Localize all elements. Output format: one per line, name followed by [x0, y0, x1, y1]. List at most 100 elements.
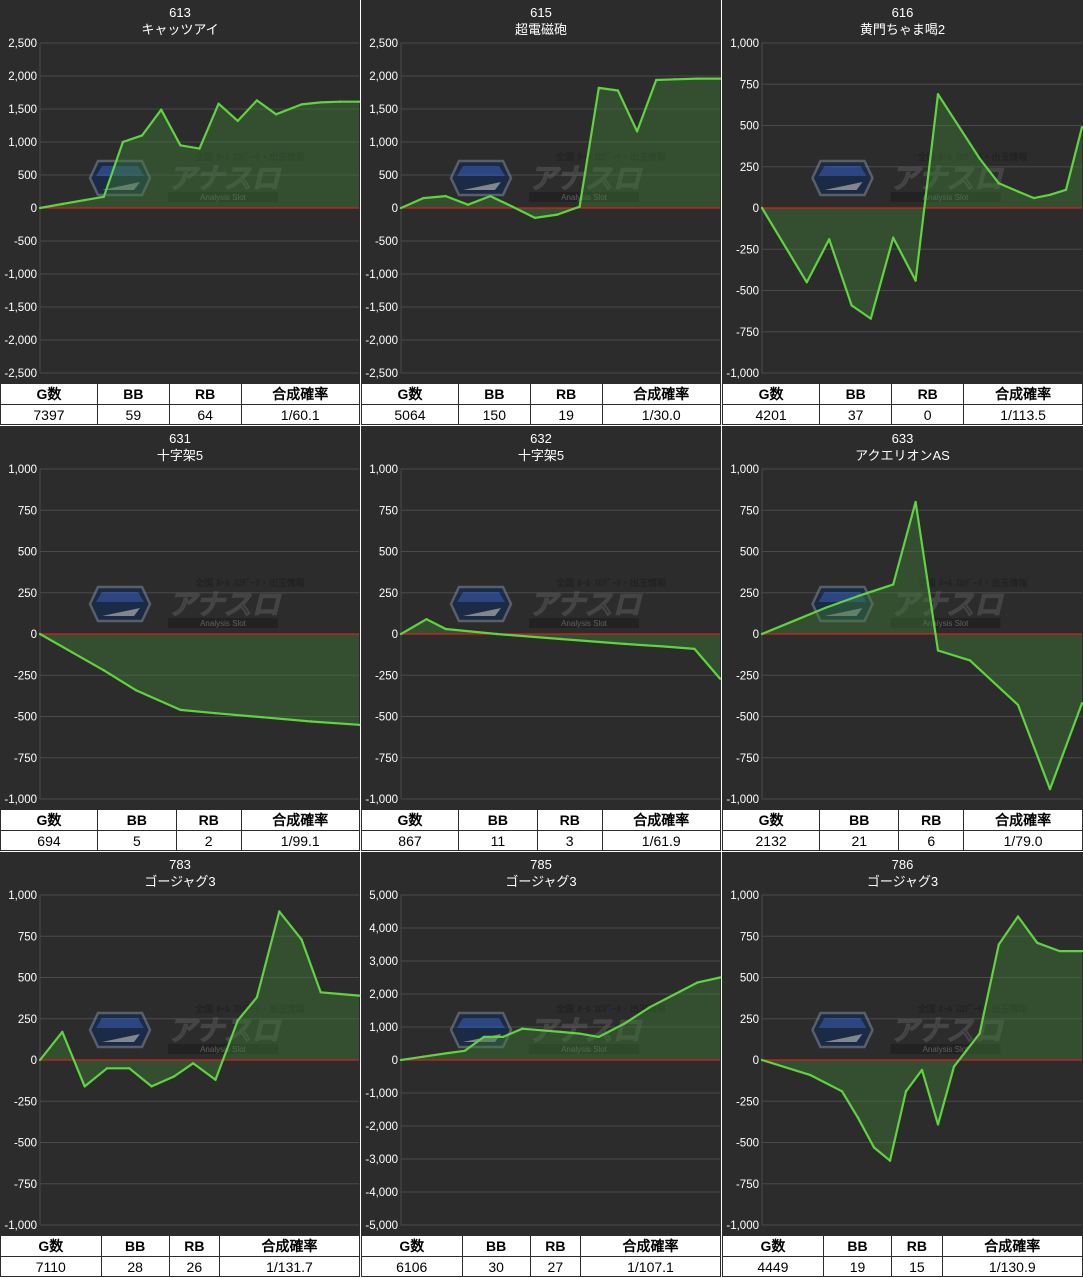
header-g: G数 — [361, 383, 459, 405]
header-bb: BB — [100, 1235, 170, 1257]
data-point — [338, 992, 342, 996]
chart-panel-632: 632 十字架5 1,000 750 500 250 0 -250 -500 -750 -1,000… — [361, 426, 721, 851]
chart-panel-633: 633 アクエリオンAS 1,000 750 500 250 0 -250 -500 -750 -1… — [722, 426, 1083, 851]
data-point — [482, 1035, 486, 1039]
y-tick-label: 750 — [740, 79, 759, 91]
stat-rb: 2 — [175, 830, 242, 851]
y-tick-label: -250 — [375, 670, 398, 682]
watermark-subtitle: Analysis Slot — [561, 619, 608, 628]
y-tick-label: -250 — [736, 670, 759, 682]
chart-panel-785: 785 ゴージャグ3 5,000 4,000 3,000 2,000 1,000 0 -1,00… — [361, 852, 721, 1277]
plot-area: 5,000 4,000 3,000 2,000 1,000 0 -1,000 -2,000 -3… — [365, 890, 721, 1232]
data-point — [559, 1030, 562, 1034]
data-point — [936, 93, 940, 96]
stat-rate: 1/60.1 — [240, 404, 360, 425]
data-point — [718, 976, 721, 979]
stat-rate: 1/30.0 — [601, 404, 721, 425]
data-point — [623, 1022, 626, 1025]
series-line — [400, 77, 720, 219]
y-tick-label: -500 — [14, 1138, 37, 1150]
watermark-hexagon-top — [818, 1018, 867, 1028]
stat-g: 694 — [0, 830, 98, 851]
data-point — [597, 1035, 600, 1039]
data-point — [760, 206, 764, 210]
header-bb: BB — [457, 383, 531, 405]
header-g: G数 — [722, 383, 821, 405]
watermark-tagline: 全国 ﾎｰﾙ ｽﾛﾃﾞｰﾀ・出玉情報 — [194, 577, 306, 589]
y-tick-label: -3,000 — [365, 1154, 398, 1166]
y-tick-label: 250 — [18, 1014, 37, 1026]
machine-number: 632 — [530, 431, 552, 446]
data-point — [495, 632, 498, 636]
data-point — [674, 78, 677, 81]
watermark-title: アナスロ — [529, 588, 642, 621]
y-tick-label: 5,000 — [369, 890, 398, 902]
header-g: G数 — [0, 1235, 102, 1257]
data-point — [997, 182, 1000, 185]
y-tick-label: 2,000 — [369, 71, 398, 83]
watermark-subtitle-band — [168, 618, 278, 628]
y-tick-label: 0 — [392, 629, 398, 641]
data-point — [489, 194, 492, 198]
data-point — [805, 281, 808, 284]
data-point — [920, 1068, 924, 1072]
y-tick-label: 1,500 — [369, 104, 398, 116]
y-tick-label: 1,000 — [730, 38, 759, 50]
y-tick-label: 500 — [18, 547, 37, 559]
stat-g: 7397 — [0, 404, 98, 425]
series-area — [401, 78, 720, 218]
header-bb: BB — [461, 1235, 531, 1257]
y-tick-label: -2,000 — [365, 1121, 398, 1133]
watermark-subtitle: Analysis Slot — [200, 193, 247, 202]
data-point — [300, 103, 303, 106]
watermark-subtitle-band — [890, 1044, 1001, 1054]
machine-name: 十字架5 — [517, 448, 565, 463]
y-tick-label: -1,000 — [726, 1220, 759, 1232]
watermark-subtitle: Analysis Slot — [923, 619, 970, 628]
watermark-hexagon-bottom — [463, 608, 501, 616]
data-point — [824, 606, 828, 609]
data-point — [952, 1065, 956, 1068]
machine-name: 十字架5 — [156, 448, 204, 463]
y-tick-label: 250 — [740, 1014, 759, 1026]
stat-rate: 1/99.1 — [240, 830, 360, 851]
y-tick-label: -750 — [14, 753, 37, 765]
y-tick-label: -1,000 — [726, 794, 759, 806]
y-tick-label: -500 — [14, 712, 37, 724]
header-bb: BB — [457, 809, 538, 831]
data-point — [968, 659, 972, 662]
watermark-subtitle: Analysis Slot — [923, 193, 970, 202]
y-tick-label: 2,500 — [369, 38, 398, 50]
stats-table: G数 BB RB 合成確率 694 5 2 1/99.1 — [0, 809, 360, 851]
stat-rb: 19 — [529, 404, 603, 425]
stat-rb: 64 — [168, 404, 242, 425]
header-bb: BB — [819, 383, 893, 405]
data-point — [792, 619, 796, 622]
data-point — [540, 1029, 543, 1032]
plot-area: 2,500 2,000 1,500 1,000 500 0 -500 -1,000 -1,500… — [4, 38, 360, 380]
watermark-subtitle: Analysis Slot — [561, 193, 608, 202]
watermark-hexagon-top — [457, 1018, 505, 1028]
watermark-hexagon-top — [457, 166, 505, 176]
data-point — [399, 632, 403, 636]
header-bb: BB — [822, 1235, 893, 1257]
y-tick-label: 0 — [392, 1055, 398, 1067]
data-point — [840, 1090, 844, 1093]
watermark-tagline: 全国 ﾎｰﾙ ｽﾛﾃﾞｰﾀ・出玉情報 — [555, 577, 667, 589]
chart-panel-615: 615 超電磁砲 2,500 2,000 1,500 1,000 500 0 -500 -1,00… — [361, 0, 721, 425]
y-tick-label: -5,000 — [365, 1220, 398, 1232]
data-point — [179, 708, 182, 712]
stat-g: 4449 — [722, 1256, 824, 1277]
data-point — [533, 216, 537, 220]
data-point — [463, 1049, 466, 1052]
stat-rb: 15 — [891, 1256, 943, 1277]
y-tick-label: 2,000 — [369, 989, 398, 1001]
data-point — [399, 1058, 403, 1062]
y-tick-label: 1,000 — [8, 890, 37, 902]
data-point — [61, 1030, 64, 1034]
data-point — [872, 1146, 876, 1149]
y-tick-label: 1,000 — [8, 137, 37, 149]
stat-bb: 59 — [96, 404, 170, 425]
